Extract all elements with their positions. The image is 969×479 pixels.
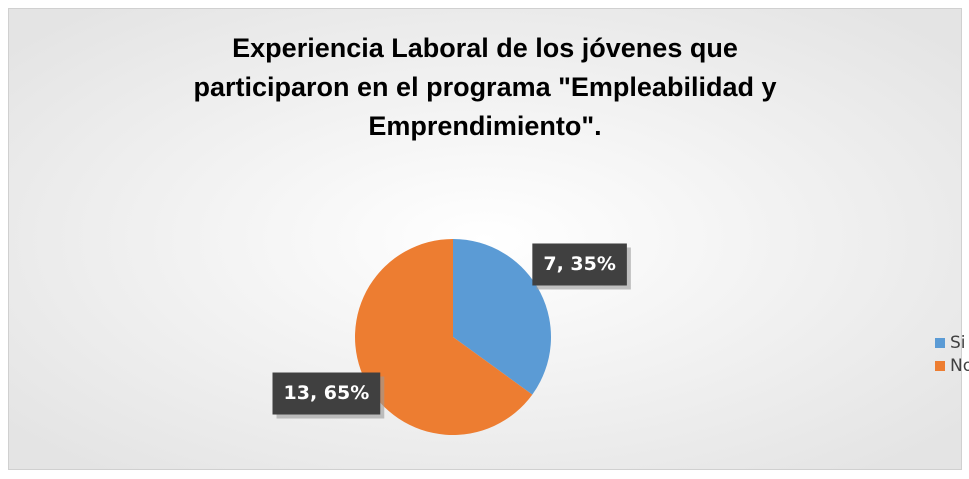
legend-swatch [935,361,945,371]
chart-title: participaron en el programa "Empleabilid… [194,72,777,102]
legend-label: No [950,356,969,376]
label-box [272,372,381,415]
pie-slice [453,239,552,395]
pie-slice [354,239,533,436]
chart-title: Experiencia Laboral de los jóvenes que [232,33,738,63]
label-box [532,243,627,286]
legend-swatch [935,338,945,348]
value-label: 7, 35% [543,253,616,275]
chart-title: Emprendimiento". [368,111,601,141]
legend-label: Si [950,333,966,353]
value-label: 13, 65% [284,382,370,404]
